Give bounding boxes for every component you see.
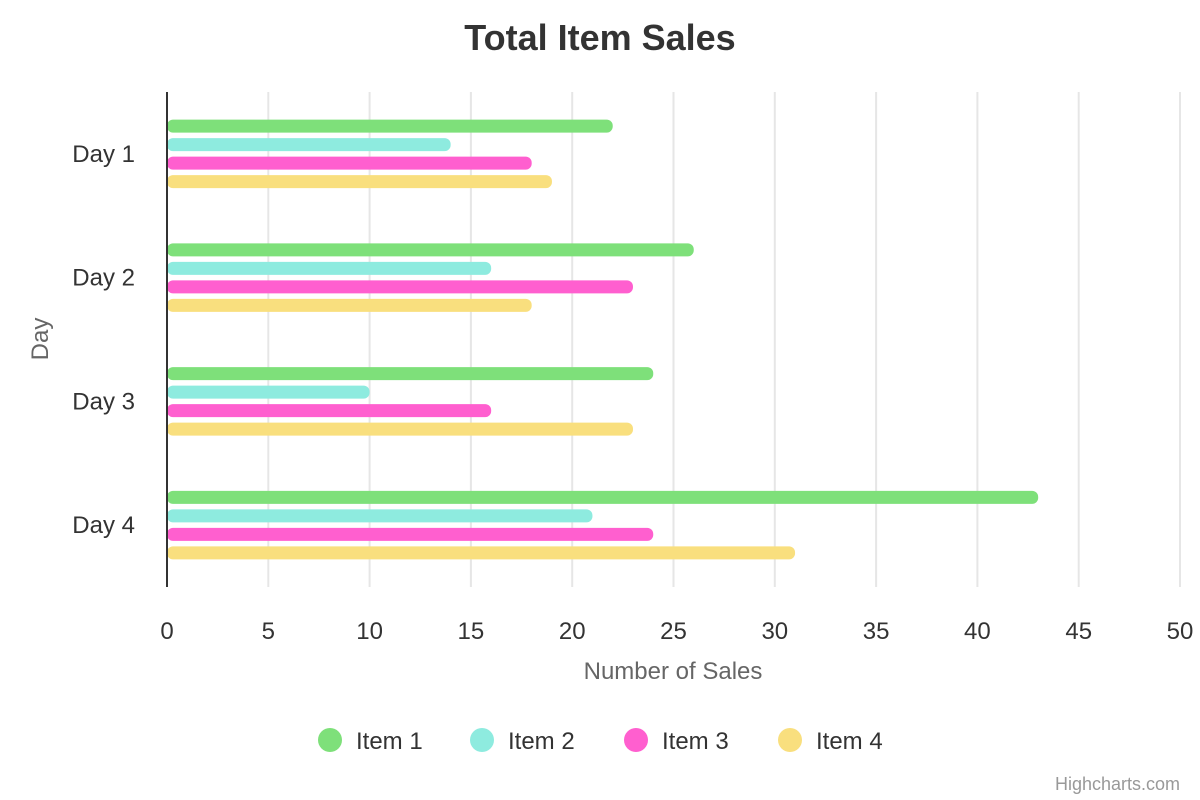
legend-item[interactable]: Item 4	[778, 728, 883, 755]
bar[interactable]	[167, 156, 532, 170]
y-axis-ticks: Day 1 Day 2 Day 3 Day 4	[72, 141, 135, 539]
legend-label: Item 2	[508, 728, 575, 755]
grid-lines	[267, 92, 1181, 587]
bar[interactable]	[167, 280, 633, 294]
bar[interactable]	[167, 367, 654, 381]
bars	[167, 119, 1039, 560]
legend-label: Item 3	[662, 728, 729, 755]
legend-label: Item 4	[816, 728, 883, 755]
chart-title: Total Item Sales	[464, 17, 735, 58]
bar[interactable]	[167, 422, 633, 436]
y-tick-label: Day 1	[72, 141, 135, 168]
bar[interactable]	[167, 119, 613, 133]
x-tick-label: 5	[262, 618, 275, 645]
x-axis-title: Number of Sales	[584, 658, 763, 685]
bar[interactable]	[167, 138, 451, 152]
legend-item[interactable]: Item 2	[470, 728, 575, 755]
y-tick-label: Day 2	[72, 265, 135, 292]
x-tick-label: 35	[863, 618, 890, 645]
legend-marker	[778, 728, 802, 752]
bar[interactable]	[167, 175, 552, 189]
legend-label: Item 1	[356, 728, 423, 755]
credit-link[interactable]: Highcharts.com	[1055, 774, 1180, 794]
bar[interactable]	[167, 261, 492, 275]
x-tick-label: 50	[1167, 618, 1194, 645]
legend-marker	[318, 728, 342, 752]
y-tick-label: Day 4	[72, 512, 135, 539]
legend-marker	[624, 728, 648, 752]
x-tick-label: 20	[559, 618, 586, 645]
bar[interactable]	[167, 490, 1039, 504]
x-tick-label: 30	[761, 618, 788, 645]
bar[interactable]	[167, 527, 654, 541]
x-tick-label: 10	[356, 618, 383, 645]
legend-item[interactable]: Item 1	[318, 728, 423, 755]
legend-marker	[470, 728, 494, 752]
bar[interactable]	[167, 298, 532, 312]
y-axis-title: Day	[27, 318, 54, 361]
x-tick-label: 40	[964, 618, 991, 645]
bar[interactable]	[167, 385, 370, 399]
legend: Item 1 Item 2 Item 3 Item 4	[318, 728, 883, 755]
bar[interactable]	[167, 243, 694, 257]
legend-item[interactable]: Item 3	[624, 728, 729, 755]
x-tick-label: 45	[1065, 618, 1092, 645]
bar[interactable]	[167, 404, 492, 418]
bar[interactable]	[167, 509, 593, 523]
x-axis-ticks: 0 5 10 15 20 25 30 35 40 45 50	[160, 618, 1193, 645]
x-tick-label: 25	[660, 618, 687, 645]
y-tick-label: Day 3	[72, 388, 135, 415]
bar[interactable]	[167, 546, 796, 560]
x-tick-label: 0	[160, 618, 173, 645]
x-tick-label: 15	[458, 618, 485, 645]
